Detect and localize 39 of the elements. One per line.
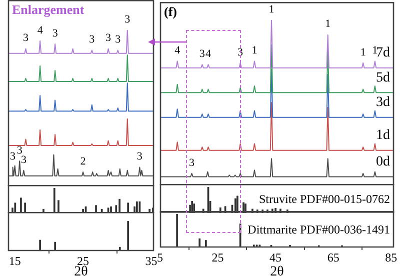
series-label: 0d (376, 154, 390, 170)
x-tick-label: 85 (385, 250, 398, 264)
annotation: 3 (16, 144, 23, 156)
series-label: 5d (376, 70, 390, 86)
annotation: 2 (80, 155, 86, 168)
annotation: 1 (252, 44, 258, 57)
annotation: 3 (199, 48, 206, 60)
x-tick-label: 45 (270, 250, 282, 264)
annotation: 1 (360, 46, 366, 58)
series-label: 7d (376, 46, 390, 61)
x-tick-label: 5 (157, 250, 163, 264)
annotation: 3 (22, 32, 29, 44)
series-label: 1d (376, 128, 390, 144)
series-label: Struvite PDF#00-015-0762 (258, 192, 390, 206)
annotation: 3 (10, 150, 16, 163)
x-tick-label: 15 (8, 254, 21, 268)
x-tick-label: 35 (145, 254, 158, 268)
annotation: 4 (174, 44, 181, 57)
annotation: 3 (106, 32, 112, 44)
text: Enlargement (12, 2, 85, 17)
annotation: 1 (325, 18, 331, 30)
x-axis-title: 2θ (270, 264, 284, 280)
annotation: 3 (89, 34, 96, 46)
series-label: 3d (376, 95, 390, 110)
annotation: 3 (20, 154, 27, 166)
annotation: 1 (372, 44, 378, 57)
annotation: 3 (136, 150, 143, 163)
text: (f) (164, 4, 177, 19)
annotation: 3 (124, 13, 131, 26)
x-tick-label: 65 (327, 250, 340, 264)
x-axis-title: 2θ (74, 264, 88, 280)
x-tick-label: 25 (212, 250, 224, 264)
annotation: 4 (37, 24, 44, 36)
annotation: 3 (52, 27, 58, 40)
annotation: 4 (205, 48, 212, 60)
series-label: Dittmarite PDF#00-036-1491 (248, 222, 390, 237)
annotation: 3 (115, 34, 122, 46)
annotation: 3 (189, 156, 196, 169)
annotation: 1 (268, 3, 274, 16)
